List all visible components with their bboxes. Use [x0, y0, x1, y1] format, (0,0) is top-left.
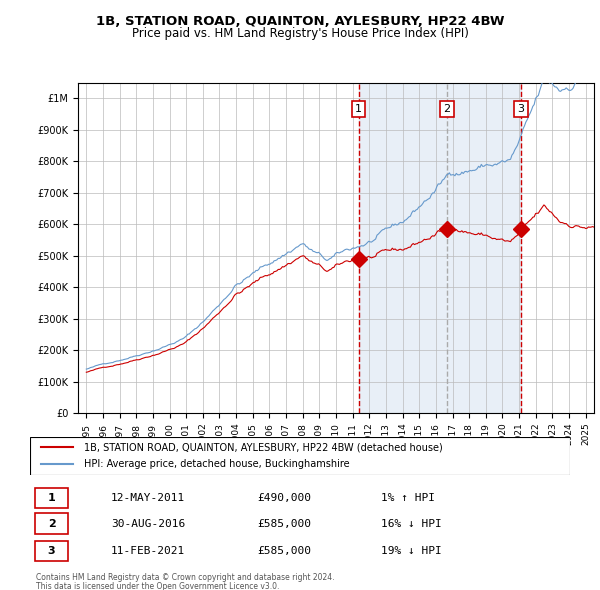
Text: 2: 2 — [48, 519, 55, 529]
Bar — [359, 83, 521, 413]
Text: 12-MAY-2011: 12-MAY-2011 — [111, 493, 185, 503]
Text: £490,000: £490,000 — [257, 493, 311, 503]
Text: 1: 1 — [48, 493, 55, 503]
Text: £585,000: £585,000 — [257, 519, 311, 529]
Text: 11-FEB-2021: 11-FEB-2021 — [111, 546, 185, 556]
FancyBboxPatch shape — [35, 540, 68, 561]
Text: 3: 3 — [518, 104, 524, 114]
FancyBboxPatch shape — [35, 488, 68, 508]
FancyBboxPatch shape — [35, 513, 68, 534]
Text: 30-AUG-2016: 30-AUG-2016 — [111, 519, 185, 529]
FancyBboxPatch shape — [30, 437, 570, 475]
Text: 3: 3 — [48, 546, 55, 556]
Text: 2: 2 — [443, 104, 451, 114]
Text: This data is licensed under the Open Government Licence v3.0.: This data is licensed under the Open Gov… — [36, 582, 280, 590]
Text: 16% ↓ HPI: 16% ↓ HPI — [381, 519, 442, 529]
Text: 19% ↓ HPI: 19% ↓ HPI — [381, 546, 442, 556]
Text: 1% ↑ HPI: 1% ↑ HPI — [381, 493, 435, 503]
Text: 1B, STATION ROAD, QUAINTON, AYLESBURY, HP22 4BW: 1B, STATION ROAD, QUAINTON, AYLESBURY, H… — [96, 15, 504, 28]
Text: Price paid vs. HM Land Registry's House Price Index (HPI): Price paid vs. HM Land Registry's House … — [131, 27, 469, 40]
Text: 1B, STATION ROAD, QUAINTON, AYLESBURY, HP22 4BW (detached house): 1B, STATION ROAD, QUAINTON, AYLESBURY, H… — [84, 442, 443, 453]
Text: £585,000: £585,000 — [257, 546, 311, 556]
Text: Contains HM Land Registry data © Crown copyright and database right 2024.: Contains HM Land Registry data © Crown c… — [36, 573, 335, 582]
Text: 1: 1 — [355, 104, 362, 114]
Text: HPI: Average price, detached house, Buckinghamshire: HPI: Average price, detached house, Buck… — [84, 459, 350, 469]
